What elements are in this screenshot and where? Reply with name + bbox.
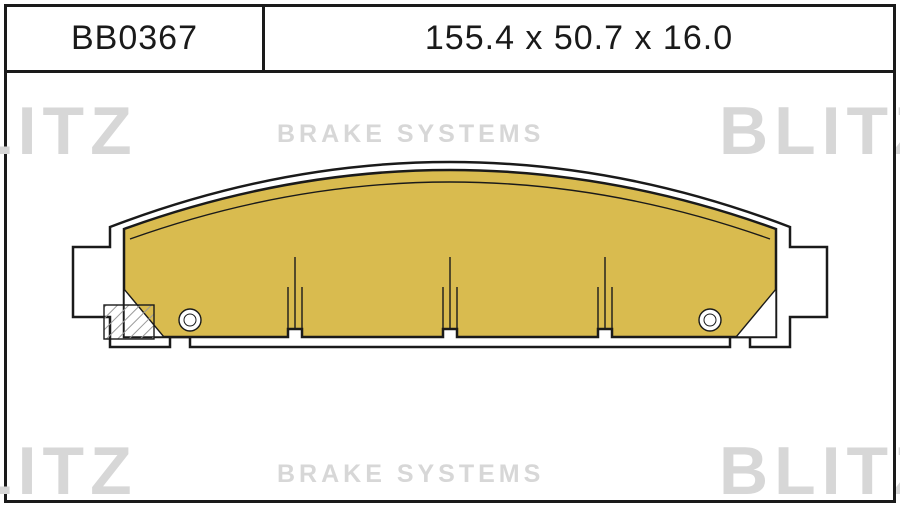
brake-pad-svg bbox=[70, 137, 830, 377]
hole-right bbox=[699, 309, 721, 331]
dimensions-cell: 155.4 x 50.7 x 16.0 bbox=[265, 7, 893, 70]
header-row: BB0367 155.4 x 50.7 x 16.0 bbox=[7, 7, 893, 73]
watermark-brand: BLITZ bbox=[719, 432, 900, 507]
shim-hatched bbox=[104, 305, 154, 339]
part-number-cell: BB0367 bbox=[7, 7, 265, 70]
watermark-tagline: BRAKE SYSTEMS bbox=[277, 460, 544, 489]
part-number: BB0367 bbox=[71, 19, 198, 58]
dimensions: 155.4 x 50.7 x 16.0 bbox=[425, 19, 733, 58]
watermark-brand: BLITZ bbox=[0, 432, 138, 507]
outer-frame: BB0367 155.4 x 50.7 x 16.0 BLITZ BRAKE S… bbox=[4, 4, 896, 503]
hole-left bbox=[179, 309, 201, 331]
brake-pad-diagram bbox=[7, 137, 893, 437]
